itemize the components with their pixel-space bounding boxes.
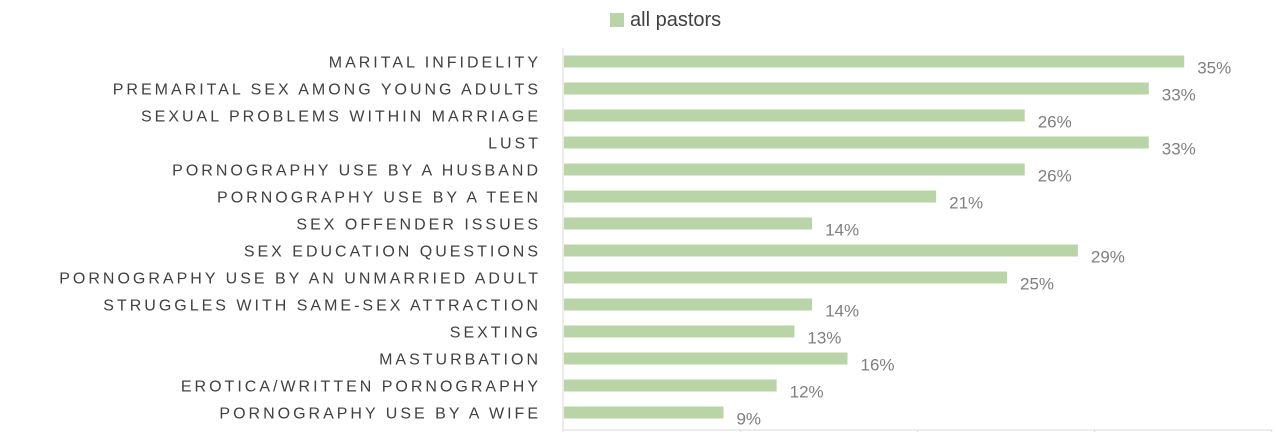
bar (564, 406, 724, 419)
category-label: SEXUAL PROBLEMS WITHIN MARRIAGE (141, 109, 541, 126)
bar (564, 325, 795, 338)
bar (564, 271, 1007, 284)
value-label: 33% (1162, 86, 1196, 105)
category-label: MARITAL INFIDELITY (329, 55, 541, 72)
bar (564, 82, 1149, 95)
value-label: 14% (825, 302, 859, 321)
value-label: 9% (736, 410, 761, 429)
value-label: 33% (1162, 140, 1196, 159)
value-label: 35% (1197, 59, 1231, 78)
category-label: PORNOGRAPHY USE BY A HUSBAND (172, 163, 541, 180)
value-label: 26% (1038, 113, 1072, 132)
value-label: 21% (949, 194, 983, 213)
bar (564, 379, 777, 392)
bar (564, 190, 937, 203)
value-label: 29% (1091, 248, 1125, 267)
category-label: PREMARITAL SEX AMONG YOUNG ADULTS (113, 82, 541, 99)
value-label: 12% (790, 383, 824, 402)
value-label: 16% (861, 356, 895, 375)
category-label: LUST (488, 136, 541, 153)
bar (564, 352, 848, 365)
value-label: 26% (1038, 167, 1072, 186)
bar (564, 298, 813, 311)
bar (564, 217, 813, 230)
category-label: PORNOGRAPHY USE BY A WIFE (219, 406, 541, 423)
bar (564, 244, 1078, 257)
category-label: MASTURBATION (379, 352, 541, 369)
bar (564, 109, 1025, 122)
value-label: 13% (807, 329, 841, 348)
bar (564, 55, 1185, 68)
category-label: SEX OFFENDER ISSUES (296, 217, 541, 234)
category-label: SEX EDUCATION QUESTIONS (244, 244, 541, 261)
value-label: 14% (825, 221, 859, 240)
category-label: STRUGGLES WITH SAME-SEX ATTRACTION (103, 298, 541, 315)
legend-label: all pastors (630, 9, 722, 31)
legend: all pastors (610, 6, 721, 34)
category-label: SEXTING (450, 325, 541, 342)
category-label: EROTICA/WRITTEN PORNOGRAPHY (181, 379, 541, 396)
legend-swatch (610, 13, 624, 27)
value-label: 25% (1020, 275, 1054, 294)
bar (564, 163, 1025, 176)
category-label: PORNOGRAPHY USE BY A TEEN (217, 190, 541, 207)
bar (564, 136, 1149, 149)
category-label: PORNOGRAPHY USE BY AN UNMARRIED ADULT (59, 271, 541, 288)
